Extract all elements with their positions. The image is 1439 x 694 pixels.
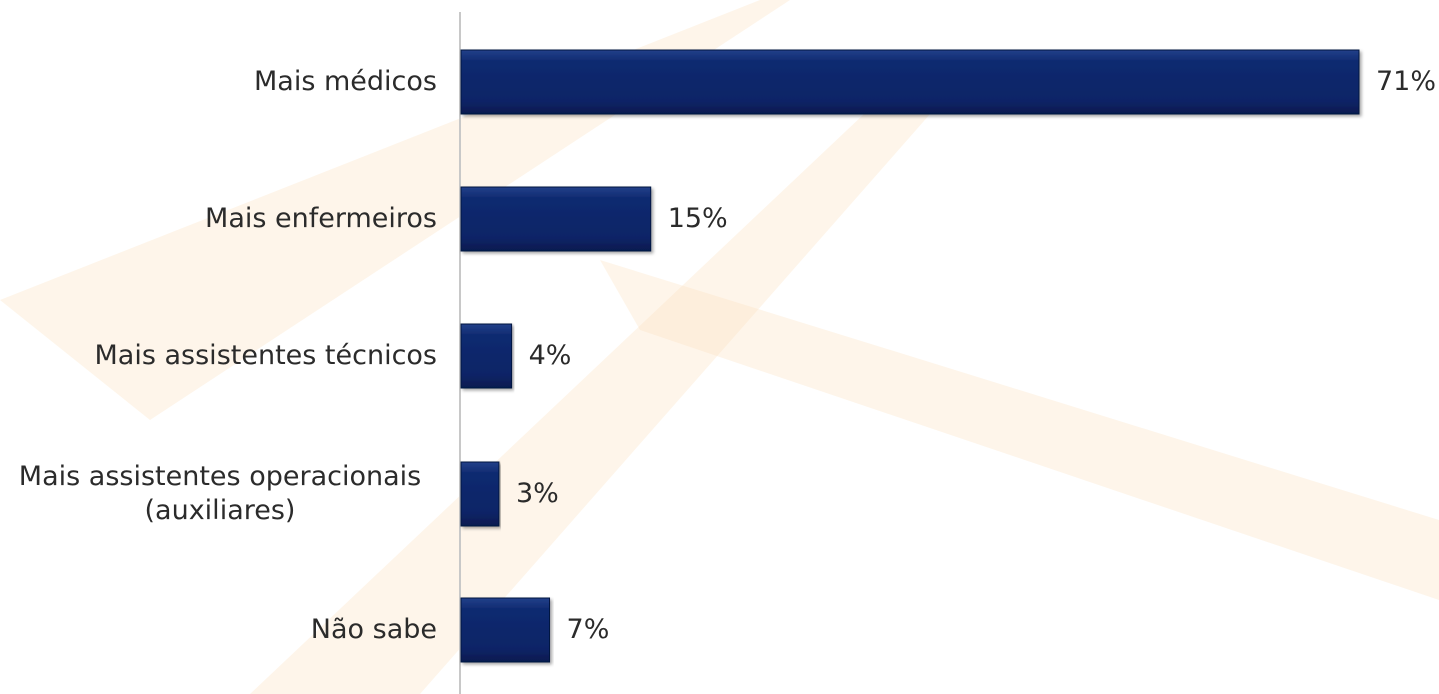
category-label-4: Não sabe — [310, 614, 437, 645]
value-label-3: 3% — [515, 478, 559, 509]
category-label-1: Mais enfermeiros — [205, 203, 437, 234]
category-label-2: Mais assistentes técnicos — [94, 340, 437, 371]
bar-1 — [460, 186, 652, 252]
bar-4 — [460, 597, 551, 663]
value-label-0: 71% — [1376, 66, 1437, 97]
category-label-0: Mais médicos — [254, 66, 437, 97]
value-label-2: 4% — [528, 340, 572, 371]
value-label-1: 15% — [667, 203, 728, 234]
category-label-3: Mais assistentes operacionais (auxiliare… — [18, 461, 422, 526]
bar-0 — [460, 49, 1360, 115]
bar-3 — [460, 461, 500, 527]
value-label-4: 7% — [566, 614, 610, 645]
bar-2 — [460, 323, 513, 389]
